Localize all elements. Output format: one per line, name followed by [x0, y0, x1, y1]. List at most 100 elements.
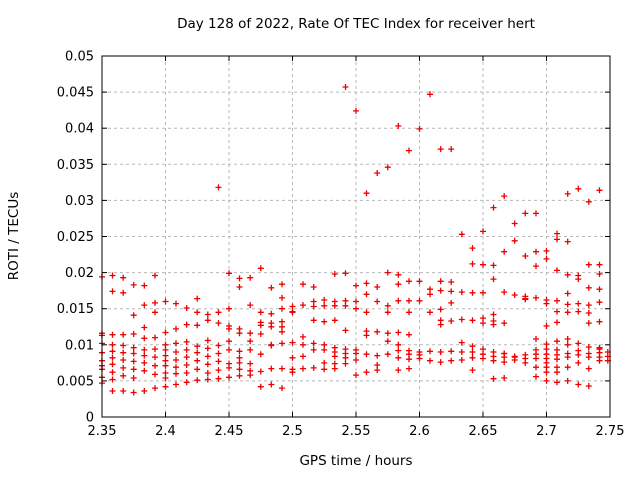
data-point-marker: [395, 347, 402, 354]
data-point-marker: [257, 368, 264, 375]
data-point-marker: [247, 372, 254, 379]
data-point-marker: [554, 267, 560, 274]
data-point-marker: [395, 329, 402, 336]
data-point-marker: [236, 348, 243, 355]
data-point-marker: [279, 305, 285, 312]
data-point-marker: [363, 351, 370, 358]
data-point-marker: [427, 286, 433, 293]
data-point-marker: [141, 388, 148, 394]
data-point-marker: [279, 365, 285, 372]
data-point-marker: [384, 302, 391, 309]
data-point-marker: [437, 359, 444, 366]
data-point-marker: [458, 231, 465, 238]
data-point-marker: [183, 305, 190, 311]
data-point-marker: [152, 309, 158, 316]
data-point-marker: [501, 193, 508, 200]
data-point-marker: [374, 328, 381, 335]
data-point-marker: [300, 281, 306, 288]
data-point-marker: [596, 357, 603, 364]
data-point-marker: [490, 262, 497, 269]
data-point-marker: [564, 238, 571, 245]
data-point-marker: [109, 388, 116, 394]
data-point-marker: [215, 342, 222, 349]
data-point-marker: [437, 349, 444, 355]
data-point-marker: [226, 325, 232, 332]
data-point-marker: [533, 248, 539, 255]
x-tick-label: 2.5: [282, 424, 303, 439]
data-point-marker: [406, 309, 412, 316]
data-point-marker: [564, 301, 571, 308]
data-point-marker: [257, 331, 264, 337]
y-tick-label: 0.05: [65, 50, 94, 65]
data-point-marker: [554, 308, 560, 315]
data-point-marker: [279, 294, 285, 301]
data-point-marker: [279, 385, 285, 392]
data-point-marker: [331, 302, 338, 309]
data-point-marker: [162, 329, 169, 336]
data-point-marker: [162, 375, 169, 381]
data-point-marker: [300, 302, 306, 309]
tick-labels: 2.35 2.4 2.45 2.5 2.55 2.6 2.65 2.7 2.75 0 0.005 0.…: [57, 50, 625, 440]
data-point-marker: [257, 265, 264, 272]
data-point-marker: [501, 289, 508, 296]
data-point-marker: [226, 305, 232, 312]
data-point-marker: [353, 357, 359, 363]
data-point-marker: [384, 269, 391, 276]
data-point-marker: [533, 355, 539, 362]
y-tick-label: 0.01: [65, 338, 94, 353]
data-point-marker: [448, 357, 455, 364]
data-point-marker: [215, 184, 222, 191]
data-point-marker: [384, 338, 391, 345]
data-point-marker: [480, 289, 486, 296]
data-point-marker: [469, 245, 476, 252]
x-tick-label: 2.65: [469, 424, 498, 439]
data-point-marker: [310, 317, 317, 324]
data-point-marker: [374, 367, 381, 374]
data-point-marker: [490, 357, 497, 364]
data-point-marker: [342, 360, 349, 367]
data-point-marker: [458, 349, 465, 355]
data-point-marker: [533, 364, 539, 371]
data-point-marker: [501, 248, 508, 255]
data-point-marker: [310, 364, 317, 371]
data-point-marker: [120, 342, 127, 349]
data-point-marker: [141, 302, 148, 309]
data-point-marker: [204, 361, 211, 368]
data-point-marker: [490, 204, 497, 211]
data-point-marker: [331, 271, 338, 277]
data-point-marker: [173, 381, 179, 388]
data-point-marker: [363, 332, 370, 339]
data-point-marker: [194, 322, 201, 329]
data-point-marker: [215, 358, 222, 365]
data-point-marker: [596, 187, 603, 194]
data-point-marker: [289, 303, 296, 310]
data-point-marker: [437, 146, 444, 153]
data-point-marker: [226, 270, 232, 277]
data-point-marker: [194, 357, 201, 364]
data-point-marker: [120, 289, 127, 296]
data-point-marker: [289, 309, 296, 316]
data-point-marker: [109, 361, 116, 368]
y-tick-label: 0.025: [57, 230, 94, 245]
data-point-marker: [448, 299, 455, 306]
data-point-marker: [310, 284, 317, 290]
data-point-marker: [321, 341, 328, 348]
data-point-marker: [522, 210, 529, 217]
data-point-marker: [564, 190, 571, 197]
data-point-marker: [480, 228, 486, 235]
data-point-marker: [448, 348, 455, 355]
data-point-marker: [511, 292, 518, 298]
data-point-marker: [183, 338, 190, 345]
data-point-marker: [395, 367, 402, 374]
data-point-marker: [511, 237, 518, 244]
data-point-marker: [130, 281, 137, 288]
data-point-marker: [406, 365, 412, 372]
data-point-marker: [162, 341, 169, 348]
data-point-marker: [279, 340, 285, 347]
data-point-marker: [480, 355, 486, 362]
data-point-marker: [342, 302, 349, 309]
data-point-marker: [554, 379, 560, 386]
data-point-marker: [416, 125, 423, 132]
data-point-marker: [194, 349, 201, 356]
y-tick-label: 0.03: [65, 194, 94, 209]
